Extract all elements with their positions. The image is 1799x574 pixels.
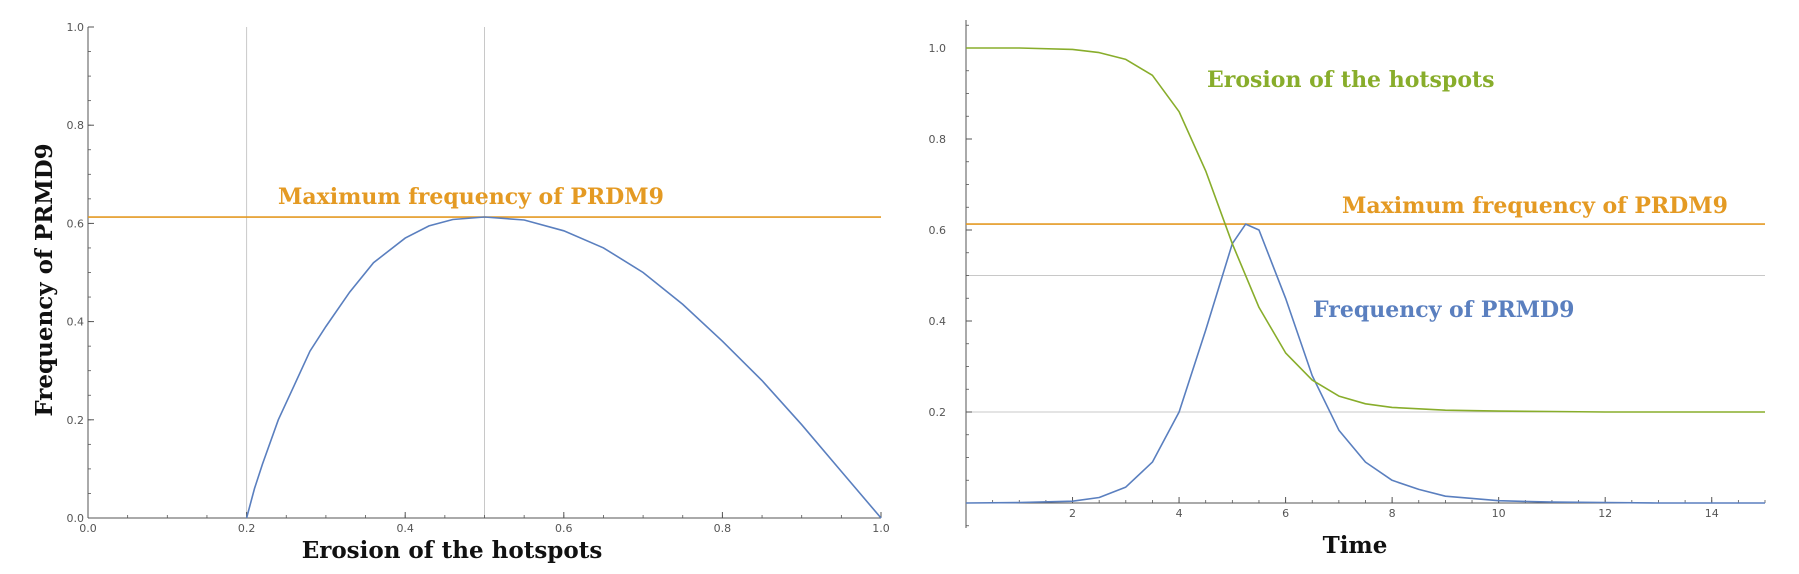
left-vertical-guides (246, 27, 485, 518)
right-x-tick-label-1: 4 (1176, 507, 1183, 520)
right-erosion-annotation: Erosion of the hotspots (1207, 67, 1495, 93)
left-y-tick-label-4: 0.8 (67, 119, 85, 132)
left-y-tick-label-2: 0.4 (67, 316, 85, 329)
right-x-tick-label-2: 6 (1282, 507, 1289, 520)
left-ticks: 0.0 0.2 0.4 0.6 0.8 1.0 0.0 0.2 0.4 0.6 0.8 1.0 (67, 21, 890, 535)
right-ticks: 2 4 6 8 10 12 14 0.2 0.4 0.6 0.8 1.0 (929, 24, 1766, 527)
left-frequency-curve (245, 216, 882, 519)
right-y-tick-label-4: 1.0 (929, 42, 947, 55)
right-x-tick-label-3: 8 (1389, 507, 1396, 520)
left-x-axis-title: Erosion of the hotspots (302, 537, 603, 564)
left-y-tick-label-5: 1.0 (67, 21, 85, 34)
right-x-tick-label-0: 2 (1069, 507, 1076, 520)
left-x-tick-label-1: 0.2 (238, 522, 256, 535)
right-horizontal-guides (966, 275, 1765, 413)
left-x-tick-label-5: 1.0 (872, 522, 890, 535)
right-erosion-curve (966, 47, 1765, 413)
left-x-tick-label-3: 0.6 (555, 522, 573, 535)
right-max-frequency-annotation: Maximum frequency of PRDM9 (1342, 193, 1728, 219)
right-y-tick-label-3: 0.8 (929, 133, 947, 146)
right-y-tick-label-1: 0.4 (929, 315, 947, 328)
left-x-tick-label-0: 0.0 (79, 522, 97, 535)
right-frequency-curve (965, 223, 1765, 504)
right-chart: 2 4 6 8 10 12 14 0.2 0.4 0.6 0.8 1.0 Maximum freque… (929, 20, 1766, 559)
right-x-tick-label-5: 12 (1598, 507, 1612, 520)
left-lines (88, 216, 882, 519)
right-x-tick-label-6: 14 (1705, 507, 1719, 520)
right-x-tick-label-4: 10 (1492, 507, 1506, 520)
left-y-tick-label-3: 0.6 (67, 217, 85, 230)
right-axes (965, 20, 1765, 528)
left-y-tick-label-0: 0.0 (67, 512, 85, 525)
left-x-tick-label-2: 0.4 (396, 522, 414, 535)
left-max-frequency-annotation: Maximum frequency of PRDM9 (278, 184, 664, 210)
right-lines (965, 47, 1765, 504)
right-y-tick-label-0: 0.2 (929, 406, 947, 419)
right-y-tick-label-2: 0.6 (929, 224, 947, 237)
left-x-tick-label-4: 0.8 (714, 522, 732, 535)
right-x-axis-title: Time (1323, 532, 1388, 559)
left-y-tick-label-1: 0.2 (67, 414, 85, 427)
right-frequency-annotation: Frequency of PRMD9 (1313, 297, 1574, 323)
left-y-axis-title: Frequency of PRMD9 (31, 143, 58, 416)
left-chart: 0.0 0.2 0.4 0.6 0.8 1.0 0.0 0.2 0.4 0.6 0.8 1.0 Max… (31, 21, 890, 564)
